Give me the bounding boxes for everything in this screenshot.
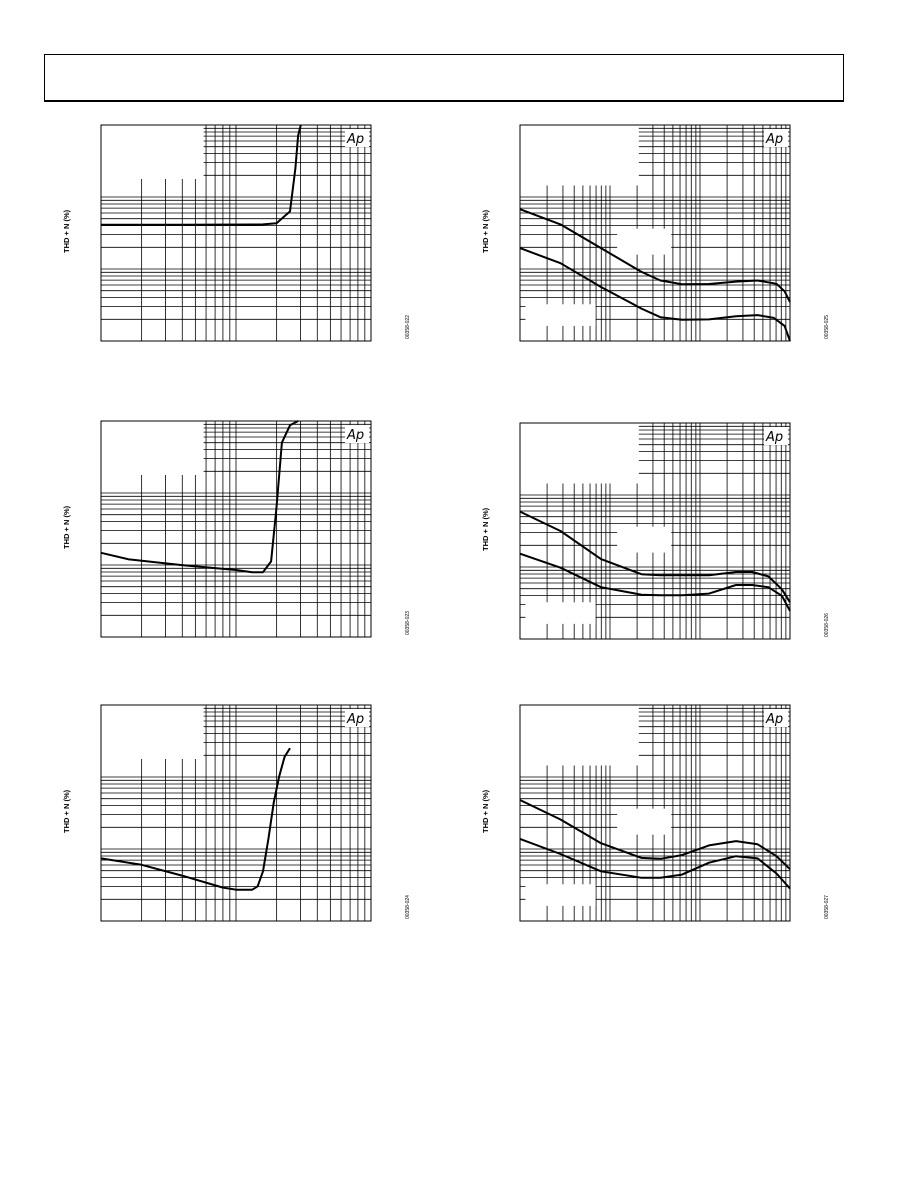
y-axis-label: THD + N (%) [481, 789, 490, 833]
plot-frame [100, 420, 372, 638]
y-axis-label: THD + N (%) [62, 505, 71, 549]
series-line-2 [519, 552, 791, 612]
label-blank-area [617, 808, 672, 835]
ap-logo: Ap [765, 132, 783, 147]
ap-logo: Ap [765, 712, 783, 727]
plot-frame [100, 124, 372, 342]
label-blank-area [520, 125, 639, 186]
logo-bg [764, 427, 788, 445]
y-axis-label: THD + N (%) [481, 209, 490, 253]
chart-1: Ap THD + N (%) 00358-022 [62, 124, 411, 342]
label-blank-area [617, 526, 672, 553]
series-line-1 [519, 208, 791, 303]
plot-frame [519, 422, 791, 640]
plot-frame [519, 124, 791, 342]
logo-bg [345, 709, 369, 727]
figure-code: 00358-023 [405, 611, 411, 635]
label-blank-area [617, 228, 672, 255]
page-header-box [44, 54, 844, 102]
chart-6: Ap THD + N (%) 00358-027 [481, 704, 830, 922]
chart-3: Ap THD + N (%) 00358-023 [62, 420, 411, 638]
figure-code: 00358-024 [405, 895, 411, 919]
label-blank-area [101, 125, 204, 179]
figure-code: 00358-025 [824, 315, 830, 339]
series-line-1 [519, 799, 791, 870]
ap-logo: Ap [346, 428, 364, 443]
ap-logo: Ap [346, 132, 364, 147]
figure-code: 00358-027 [824, 895, 830, 919]
logo-bg [764, 129, 788, 147]
chart-5: Ap THD + N (%) 00358-024 [62, 704, 411, 922]
chart-2: Ap THD + N (%) 00358-025 [481, 124, 830, 342]
label-blank-area [520, 423, 639, 484]
label-blank-area [525, 602, 596, 624]
y-axis-label: THD + N (%) [62, 209, 71, 253]
figure-code: 00358-026 [824, 613, 830, 637]
chart-4: Ap THD + N (%) 00358-026 [481, 422, 830, 640]
series-line-1 [100, 747, 291, 891]
series-line-1 [100, 420, 299, 574]
logo-bg [345, 425, 369, 443]
label-blank-area [101, 421, 204, 475]
series-line-2 [519, 247, 791, 342]
y-axis-label: THD + N (%) [481, 507, 490, 551]
series-line-2 [519, 837, 791, 890]
label-blank-area [101, 705, 204, 759]
ap-logo: Ap [346, 712, 364, 727]
label-blank-area [520, 705, 639, 766]
plot-frame [519, 704, 791, 922]
series-line-1 [101, 124, 302, 226]
y-axis-label: THD + N (%) [62, 789, 71, 833]
label-blank-area [525, 304, 596, 326]
figure-code: 00358-022 [405, 315, 411, 339]
label-blank-area [525, 884, 596, 906]
logo-bg [764, 709, 788, 727]
ap-logo: Ap [765, 430, 783, 445]
plot-frame [100, 704, 372, 922]
logo-bg [345, 129, 369, 147]
series-line-1 [519, 510, 791, 603]
